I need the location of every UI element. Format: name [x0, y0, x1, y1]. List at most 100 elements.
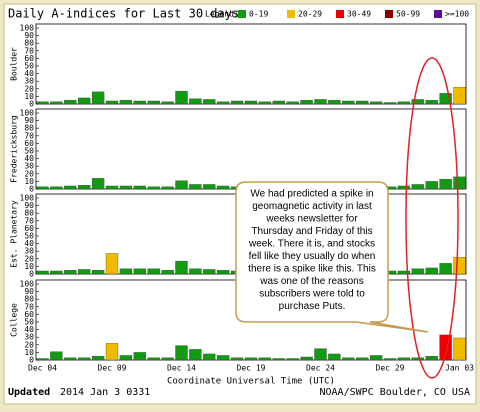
bar [300, 100, 313, 105]
credit: NOAA/SWPC Boulder, CO USA [319, 387, 470, 398]
bar [91, 270, 105, 275]
bar [217, 101, 230, 105]
bar [147, 357, 160, 361]
bar [175, 180, 188, 190]
y-tick-label: 30 [24, 333, 34, 342]
callout-line: week. There it is, and stocks [248, 239, 375, 250]
bar [175, 260, 188, 275]
bar [217, 185, 230, 190]
bar [425, 267, 438, 275]
legend-label: 20-29 [298, 10, 322, 19]
legend-label: 0-19 [249, 10, 268, 19]
bar [50, 101, 63, 105]
y-tick-label: 0 [29, 100, 34, 109]
bar [78, 97, 91, 105]
bar [272, 100, 285, 105]
bar [453, 176, 466, 190]
bar [314, 348, 327, 361]
bar [105, 100, 119, 105]
bar [439, 178, 452, 190]
bar [189, 268, 202, 275]
bar [203, 269, 216, 275]
callout-line: there is a spike like this. This [248, 264, 376, 275]
x-tick-label: Dec 04 [28, 364, 57, 373]
y-tick-label: 10 [24, 92, 34, 101]
bar [411, 184, 424, 190]
bar [119, 100, 133, 105]
bar [411, 357, 424, 361]
bar [189, 349, 202, 361]
bar [64, 357, 77, 361]
y-tick-label: 60 [24, 310, 34, 319]
bar [36, 358, 49, 361]
bar [356, 357, 369, 361]
y-tick-label: 20 [24, 340, 34, 349]
y-tick-label: 20 [24, 254, 34, 263]
y-tick-label: 60 [24, 224, 34, 233]
bar [397, 357, 411, 361]
bar [78, 185, 91, 190]
bar [50, 351, 63, 361]
callout-line: geomagnetic activity in last [252, 201, 372, 212]
y-tick-label: 70 [24, 302, 34, 311]
callout-line: subscribers were told to [259, 289, 365, 300]
bar [161, 357, 174, 361]
bar [217, 355, 230, 361]
y-tick-label: 70 [24, 216, 34, 225]
y-tick-label: 90 [24, 31, 34, 40]
y-tick-label: 40 [24, 239, 34, 248]
bar [203, 99, 216, 105]
y-tick-label: 30 [24, 247, 34, 256]
bar [258, 101, 272, 105]
bar [91, 91, 105, 105]
updated-label: Updated [8, 387, 50, 398]
bar [453, 87, 466, 105]
legend-swatch [434, 10, 442, 18]
y-tick-label: 70 [24, 131, 34, 140]
y-tick-label: 80 [24, 124, 34, 133]
bar [383, 102, 397, 105]
bar [258, 357, 272, 361]
bar [453, 337, 466, 361]
bar [272, 358, 285, 361]
bar [314, 99, 327, 105]
y-tick-label: 50 [24, 318, 34, 327]
y-tick-label: 0 [29, 270, 34, 279]
bar [175, 90, 188, 105]
bar [369, 355, 383, 361]
bar [78, 357, 91, 361]
y-tick-label: 20 [24, 169, 34, 178]
panel-label: College [10, 303, 19, 337]
y-tick-label: 100 [20, 24, 35, 33]
bar [119, 268, 133, 275]
y-tick-label: 20 [24, 84, 34, 93]
x-tick-label: Dec 29 [376, 364, 405, 373]
x-tick-label: Dec 24 [306, 364, 335, 373]
y-tick-label: 10 [24, 262, 34, 271]
bar [342, 357, 355, 361]
bar [342, 100, 355, 105]
y-tick-label: 80 [24, 295, 34, 304]
bar [425, 100, 438, 105]
y-tick-label: 0 [29, 356, 34, 365]
y-tick-label: 60 [24, 54, 34, 63]
bar [119, 355, 133, 361]
legend-label: 50-99 [396, 10, 420, 19]
bar [161, 270, 174, 275]
y-tick-label: 90 [24, 287, 34, 296]
bar [50, 270, 63, 275]
x-tick-label: Dec 09 [98, 364, 127, 373]
callout-line: was one of the reasons [259, 276, 363, 287]
bar [147, 186, 160, 190]
bar [133, 352, 146, 361]
x-tick-label: Jan 03 [445, 364, 474, 373]
callout-line: We had predicted a spike in [250, 189, 373, 200]
panel-label: Boulder [10, 47, 19, 81]
bar [397, 185, 411, 190]
bar [439, 263, 452, 275]
bar [64, 185, 77, 190]
y-tick-label: 30 [24, 77, 34, 86]
bar [91, 356, 105, 361]
y-tick-label: 70 [24, 46, 34, 55]
